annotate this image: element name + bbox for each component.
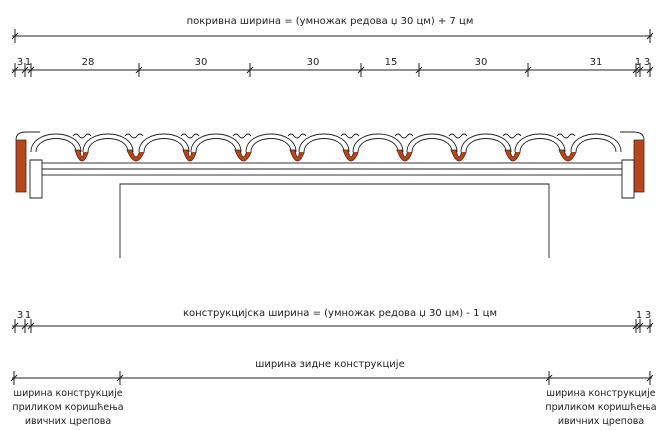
tile-interlock [448, 133, 468, 139]
segment-label: 15 [385, 57, 398, 68]
dimension-tick [632, 66, 640, 74]
wall-outline [119, 183, 550, 258]
construction-left-label: 1 [25, 310, 31, 321]
tile-interlock [502, 133, 522, 139]
dimension-tick [646, 322, 654, 330]
segment-label: 1 [635, 57, 641, 68]
segment-label: 30 [195, 57, 208, 68]
tile-arch-outer [82, 133, 134, 153]
segment-label: 31 [590, 57, 603, 68]
segment-ticks [11, 63, 654, 77]
tile-arch-inner [87, 138, 129, 153]
construction-left-label: 3 [17, 310, 23, 321]
tile-arch-outer [245, 133, 297, 153]
tile-interlock [340, 133, 360, 139]
right-edge-support [621, 159, 635, 199]
edge-note-left: ширина конструкције приликом коришћења и… [12, 388, 123, 427]
edge-note-line: ивичних црепова [558, 416, 644, 427]
tile-arch-inner [303, 138, 345, 153]
tile-interlock [556, 133, 576, 139]
segment-label: 30 [307, 57, 320, 68]
cover-width-dimension: покривна ширина = (умножак редова џ 30 ц… [11, 16, 654, 43]
tile-arch-inner [575, 138, 617, 153]
tile-arch-inner [250, 138, 292, 153]
edge-note-line: ширина конструкције [13, 388, 122, 399]
tile-arch-outer [570, 133, 622, 153]
dimension-tick [636, 66, 644, 74]
wall-shape [119, 183, 550, 258]
segment-dimension-line: 3 1 28 30 30 15 30 31 1 3 [11, 57, 654, 77]
tile-arch-inner [411, 138, 453, 153]
edge-note-line: ивичних црепова [25, 416, 111, 427]
tile-interlock [72, 133, 92, 139]
tile-arch-inner [357, 138, 399, 153]
right-edge-tile [633, 139, 645, 193]
cover-width-label: покривна ширина = (умножак редова џ 30 ц… [187, 16, 474, 27]
edge-note-right: ширина конструкције приликом коришћења и… [545, 388, 656, 427]
edge-note-line: приликом коришћења [545, 402, 656, 413]
tile-arch-outer [406, 133, 458, 153]
tile-arch-inner [465, 138, 507, 153]
dimension-tick [11, 66, 19, 74]
dimension-tick [636, 322, 644, 330]
tile-waves [30, 133, 622, 162]
tile-arch-inner [143, 138, 185, 153]
edge-note-line: приликом коришћења [12, 402, 123, 413]
segment-label: 3 [17, 57, 23, 68]
tile-arch-inner [35, 138, 77, 153]
tile-arch-inner [519, 138, 561, 153]
edge-note-line: ширина конструкције [546, 388, 655, 399]
left-edge-support [29, 159, 43, 199]
construction-width-dimension: конструкцијска ширина = (умножак редова … [11, 307, 654, 333]
roof-tiles-section [15, 131, 645, 199]
dimension-tick [646, 66, 654, 74]
dimension-tick [135, 66, 143, 74]
dimension-tick [357, 66, 365, 74]
tile-interlock [232, 133, 252, 139]
dimension-tick [27, 66, 35, 74]
tile-arch-outer [298, 133, 350, 153]
dimension-tick [27, 322, 35, 330]
tile-arch-outer [190, 133, 242, 153]
construction-width-label: конструкцијска ширина = (умножак редова … [183, 307, 497, 319]
construction-right-label: 3 [645, 310, 651, 321]
segment-label: 3 [644, 57, 650, 68]
dimension-tick [632, 322, 640, 330]
dimension-tick [21, 322, 29, 330]
tile-arch-outer [138, 133, 190, 153]
construction-right-label: 1 [636, 310, 642, 321]
tile-interlock [287, 133, 307, 139]
dimension-tick [11, 322, 19, 330]
segment-label: 28 [82, 57, 95, 68]
tile-arch-inner [195, 138, 237, 153]
tile-interlock [180, 133, 200, 139]
dimension-tick [246, 66, 254, 74]
tile-arch-outer [514, 133, 566, 153]
dimension-tick [415, 66, 423, 74]
left-edge-tile [15, 139, 27, 193]
dimension-tick [21, 66, 29, 74]
tile-arch-outer [460, 133, 512, 153]
tile-arch-outer [30, 133, 82, 153]
construction-ticks [11, 319, 654, 333]
wall-width-dimension: ширина зидне конструкције [10, 358, 654, 385]
segment-label: 30 [475, 57, 488, 68]
dimension-tick [524, 66, 532, 74]
tile-arch-outer [352, 133, 404, 153]
tile-interlock [124, 133, 144, 139]
wall-width-label: ширина зидне конструкције [255, 358, 405, 370]
segment-label: 1 [25, 57, 31, 68]
tile-interlock [394, 133, 414, 139]
